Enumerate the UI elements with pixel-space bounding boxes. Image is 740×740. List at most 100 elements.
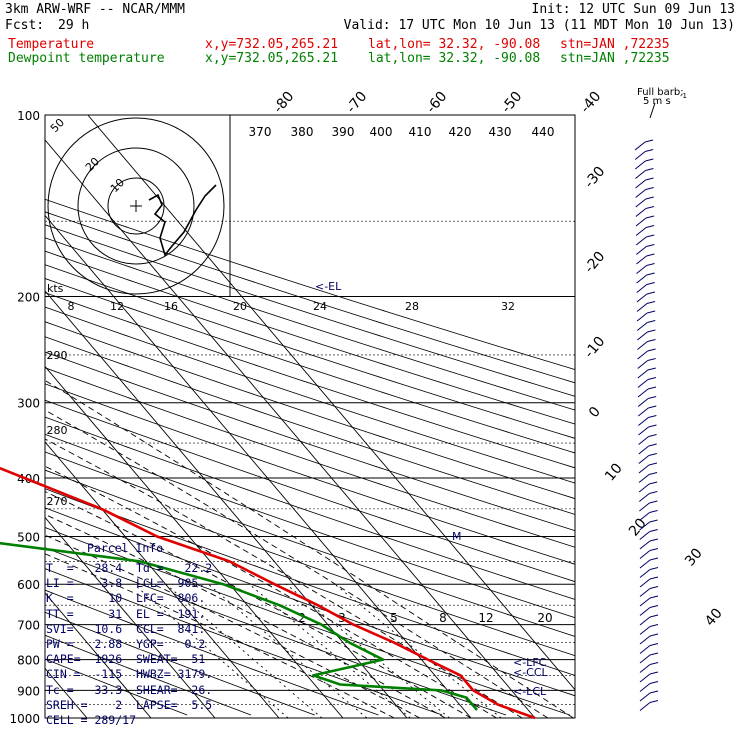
wind-barb <box>649 643 659 646</box>
el-marker: <-EL <box>315 280 342 293</box>
pressure-label: 1000 <box>9 712 40 726</box>
dry-adiabat <box>45 367 575 548</box>
wind-barb <box>647 348 656 352</box>
dry-adiabat <box>45 383 575 565</box>
theta-label: 270 <box>47 495 68 508</box>
pressure-label: 600 <box>17 578 40 592</box>
dewpoint-latlon: lat,lon= 32.32, -90.08 <box>368 51 541 66</box>
parcel-info-row: T = 28.4 Td = 22.2 <box>46 561 213 575</box>
moist-adiabat <box>45 491 472 718</box>
isotherm-label: 30 <box>682 545 706 569</box>
wind-barb <box>638 483 650 493</box>
wind-barb <box>634 151 646 160</box>
theta-label: 400 <box>370 125 393 139</box>
parcel-info-row: LI = -3.8 LCL= 905. <box>46 576 206 591</box>
wind-barb <box>647 367 656 371</box>
hodograph-trace <box>148 184 217 257</box>
isotherm-label: -80 <box>270 89 297 117</box>
moist-adiabat <box>45 534 421 718</box>
pressure-label: 300 <box>17 397 40 411</box>
wind-barb <box>639 550 651 559</box>
wind-barb <box>637 379 649 388</box>
model-title: 3km ARW-WRF -- NCAR/MMM <box>5 2 186 17</box>
wind-barb <box>645 225 655 228</box>
hodograph-ring <box>107 177 165 235</box>
wind-speed-label: 24 <box>313 300 327 313</box>
parcel-info-row: PW = 2.88 YGP= 0.2 <box>46 637 206 651</box>
wind-barb <box>636 312 648 322</box>
wind-barb <box>639 569 651 578</box>
wind-barb <box>639 559 651 569</box>
lcl-marker: <-LCL <box>513 685 547 698</box>
isotherm <box>45 592 152 718</box>
wind-barb <box>636 265 647 274</box>
wind-barb <box>647 329 656 333</box>
wind-speed-label: 12 <box>110 300 124 313</box>
wind-barb <box>638 417 649 426</box>
parcel-info-title: Parcel Info <box>87 541 164 555</box>
wind-barb <box>635 170 646 179</box>
wind-speed-label: 32 <box>501 300 515 313</box>
hodograph-ring-label: 50 <box>48 116 67 135</box>
theta-label: 420 <box>449 125 472 139</box>
wind-barb <box>649 538 658 542</box>
wind-barb <box>649 491 658 494</box>
isotherm-label: -10 <box>581 334 608 362</box>
theta-label: 380 <box>291 125 314 139</box>
wind-barb <box>649 662 659 665</box>
wind-barb <box>649 510 658 513</box>
isotherm <box>45 139 536 718</box>
mixing-ratio-label: 12 <box>478 611 493 625</box>
wind-barb <box>639 626 651 635</box>
theta-label: 370 <box>249 125 272 139</box>
temperature-profile <box>0 466 536 720</box>
mixing-ratio-line <box>133 583 289 718</box>
wind-barb <box>639 588 651 597</box>
isotherm-label: -40 <box>577 89 604 117</box>
wind-barb <box>636 293 648 303</box>
wind-barb <box>636 303 648 312</box>
wind-barb <box>638 445 650 455</box>
mixing-ratio-label: 8 <box>439 611 447 625</box>
dry-adiabat <box>45 321 575 500</box>
isotherm-label: -50 <box>498 89 525 117</box>
wind-barb <box>639 607 651 616</box>
wind-barb <box>649 614 659 618</box>
wind-barbs <box>634 139 659 711</box>
wind-barb <box>637 369 649 379</box>
dry-adiabat <box>45 278 575 454</box>
wind-barb <box>648 415 657 418</box>
wind-speed-label: 20 <box>233 300 247 313</box>
wind-barb <box>635 217 647 227</box>
theta-label: 440 <box>532 125 555 139</box>
wind-barb <box>639 692 651 702</box>
wind-barb <box>638 464 650 474</box>
dry-adiabat <box>45 526 570 716</box>
wind-barb <box>639 540 651 550</box>
dewpoint-profile <box>0 541 478 711</box>
wind-barb <box>648 472 658 475</box>
dry-adiabat <box>45 589 379 716</box>
wind-speed-label: 8 <box>68 300 75 313</box>
parcel-info-row: K = 10 LFC= 806. <box>46 591 206 606</box>
wind-barb <box>634 160 646 170</box>
wind-barb <box>645 158 654 162</box>
wind-barb <box>638 455 650 464</box>
wind-barb <box>646 234 655 238</box>
dry-adiabat <box>45 611 315 716</box>
wind-barb <box>649 481 658 485</box>
wind-barb <box>649 690 659 694</box>
pressure-label: 100 <box>17 109 40 123</box>
wind-barb <box>637 388 649 398</box>
wind-barb <box>647 377 657 380</box>
wind-barb <box>639 645 651 654</box>
wind-barb <box>645 187 654 190</box>
wind-barb <box>645 177 654 181</box>
wind-barb <box>645 196 654 200</box>
pressure-label: 200 <box>17 291 40 305</box>
dry-adiabat <box>45 469 575 657</box>
theta-label: 410 <box>409 125 432 139</box>
wind-barb <box>637 407 649 417</box>
wind-barb <box>649 605 659 608</box>
